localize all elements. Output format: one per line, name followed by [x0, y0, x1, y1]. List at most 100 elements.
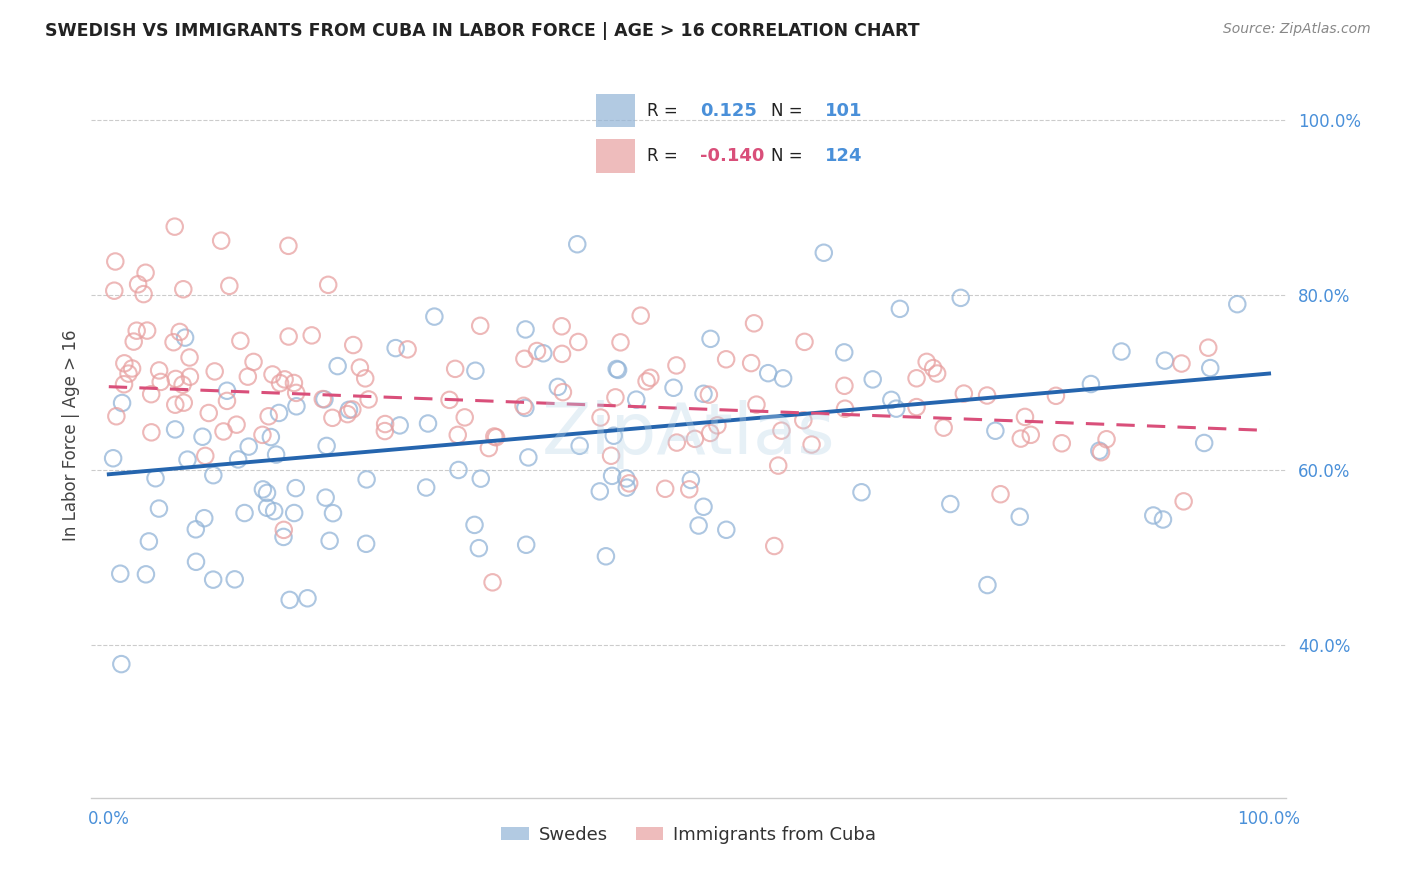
Point: [547, 380, 569, 394]
Point: [792, 413, 814, 427]
Point: [135, 266, 157, 280]
Point: [277, 329, 299, 343]
Point: [742, 316, 765, 330]
Point: [301, 328, 323, 343]
Point: [264, 448, 287, 462]
Point: [202, 573, 225, 587]
Text: -0.140: -0.140: [700, 146, 765, 165]
Point: [851, 485, 873, 500]
Point: [415, 481, 437, 495]
Point: [145, 471, 167, 485]
Point: [551, 385, 574, 400]
Point: [165, 372, 187, 386]
Point: [252, 427, 274, 442]
Point: [1152, 512, 1174, 526]
Legend: Swedes, Immigrants from Cuba: Swedes, Immigrants from Cuba: [494, 819, 884, 851]
Point: [976, 578, 998, 592]
Point: [104, 254, 127, 268]
Point: [315, 491, 337, 505]
Point: [515, 401, 537, 415]
Point: [834, 401, 856, 416]
Point: [484, 429, 506, 443]
Point: [468, 541, 491, 556]
Point: [342, 402, 364, 417]
Point: [184, 522, 207, 536]
Point: [862, 372, 884, 386]
Point: [714, 352, 737, 367]
Point: [665, 359, 688, 373]
Bar: [596, 94, 636, 128]
Point: [616, 481, 638, 495]
Point: [1014, 409, 1036, 424]
Point: [349, 360, 371, 375]
Point: [226, 452, 249, 467]
Point: [191, 430, 214, 444]
Point: [679, 473, 702, 487]
Text: ZipAtlas: ZipAtlas: [543, 401, 835, 469]
Point: [654, 482, 676, 496]
Point: [242, 355, 264, 369]
Point: [478, 441, 501, 455]
Point: [273, 372, 295, 386]
Point: [112, 356, 135, 370]
Point: [1173, 494, 1195, 508]
Point: [165, 398, 187, 412]
Point: [173, 395, 195, 409]
Point: [103, 284, 125, 298]
Point: [447, 428, 470, 442]
Point: [800, 437, 823, 451]
Point: [1192, 436, 1215, 450]
Point: [740, 356, 762, 370]
Point: [1154, 353, 1177, 368]
Point: [132, 287, 155, 301]
Point: [357, 392, 380, 407]
Point: [148, 363, 170, 377]
Text: R =: R =: [647, 102, 683, 120]
Point: [607, 363, 630, 377]
Point: [193, 511, 215, 525]
Text: 124: 124: [825, 146, 863, 165]
Point: [1045, 389, 1067, 403]
Point: [889, 301, 911, 316]
Point: [122, 334, 145, 349]
Point: [172, 377, 194, 392]
Point: [225, 417, 247, 432]
Point: [165, 422, 187, 436]
Point: [316, 277, 339, 292]
Point: [149, 375, 172, 389]
Point: [136, 324, 159, 338]
Point: [665, 435, 688, 450]
Point: [184, 555, 207, 569]
Point: [256, 486, 278, 500]
Point: [984, 424, 1007, 438]
Point: [179, 369, 201, 384]
Point: [706, 418, 728, 433]
Point: [229, 334, 252, 348]
Point: [273, 530, 295, 544]
Bar: [596, 139, 636, 173]
Point: [688, 518, 710, 533]
Point: [447, 463, 470, 477]
Point: [252, 483, 274, 497]
Point: [603, 428, 626, 442]
Point: [111, 396, 134, 410]
Point: [716, 523, 738, 537]
Point: [374, 424, 396, 438]
Point: [336, 407, 359, 421]
Text: N =: N =: [770, 146, 808, 165]
Point: [834, 379, 856, 393]
Point: [949, 291, 972, 305]
Point: [884, 401, 907, 416]
Point: [169, 325, 191, 339]
Point: [1090, 445, 1112, 459]
Point: [110, 566, 132, 581]
Point: [606, 362, 628, 376]
Point: [1170, 357, 1192, 371]
Point: [238, 440, 260, 454]
Point: [121, 361, 143, 376]
Point: [470, 318, 492, 333]
Point: [589, 484, 612, 499]
Point: [148, 501, 170, 516]
Point: [218, 278, 240, 293]
Point: [284, 481, 307, 495]
